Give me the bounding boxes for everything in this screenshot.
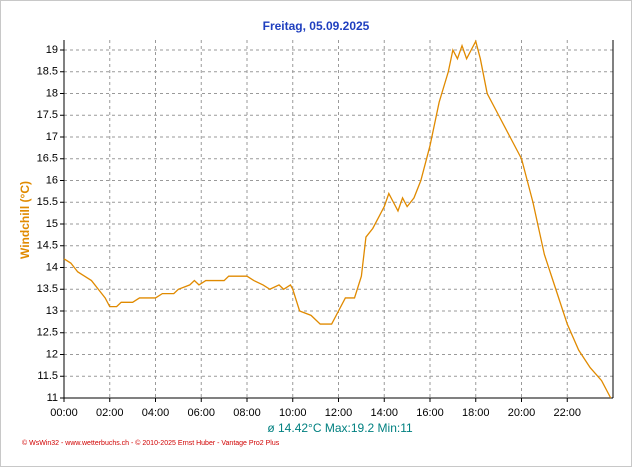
y-tick-label: 11.5 [37,370,58,382]
y-tick-label: 12.5 [37,327,58,339]
y-tick-label: 17.5 [37,109,58,121]
summary: ø 14.42°C Max:19.2 Min:11 [267,421,413,435]
y-tick-label: 14.5 [37,240,58,252]
x-tick-label: 20:00 [508,407,536,419]
x-tick-label: 08:00 [233,407,261,419]
y-tick-label: 11 [47,392,58,404]
y-tick-label: 19 [46,44,58,56]
y-tick-label: 18.5 [37,66,58,78]
x-tick-label: 18:00 [462,407,490,419]
plot-area [64,40,613,398]
y-tick-label: 14 [46,261,58,273]
x-tick-label: 00:00 [50,407,78,419]
chart-title: Freitag, 05.09.2025 [263,19,370,33]
x-tick-label: 02:00 [96,407,124,419]
x-tick-label: 16:00 [416,407,444,419]
y-tick-label: 15 [46,218,58,230]
x-tick-label: 22:00 [553,407,581,419]
y-tick-label: 17 [46,131,58,143]
x-tick-label: 06:00 [187,407,215,419]
y-tick-label: 13.5 [37,283,58,295]
y-tick-label: 18 [46,87,58,99]
y-tick-label: 16.5 [37,153,58,165]
x-tick-label: 12:00 [325,407,353,419]
footer: © WsWin32 - www.wetterbuchs.ch - © 2010-… [22,439,280,447]
x-tick-label: 10:00 [279,407,307,419]
x-tick-label: 04:00 [142,407,170,419]
y-axis-label: Windchill (°C) [18,181,32,259]
y-tick-label: 15.5 [37,196,58,208]
y-tick-label: 12 [46,348,58,360]
line [63,39,612,399]
x-tick-label: 14:00 [370,407,398,419]
y-tick-label: 16 [46,174,58,186]
y-tick-label: 13 [46,305,58,317]
